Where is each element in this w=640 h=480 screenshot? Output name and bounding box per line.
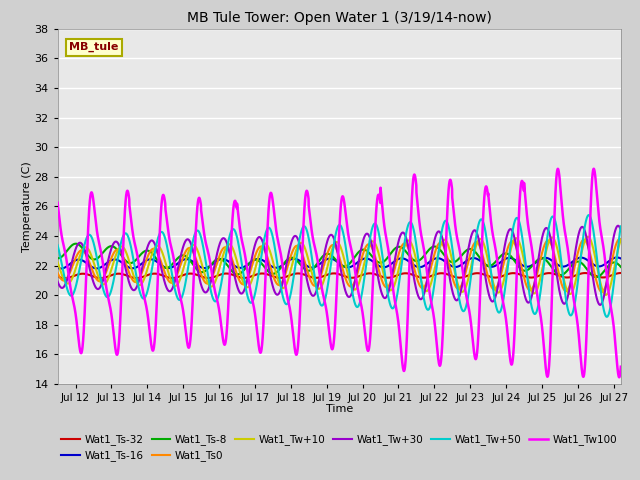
Wat1_Ts0 — [617, 237, 625, 242]
Wat1_Tw+10 — [600, 290, 607, 296]
Wat1_Ts0 — [572, 260, 579, 266]
Wat1_Tw100 — [321, 301, 329, 307]
Wat1_Ts0 — [291, 245, 298, 251]
Wat1_Ts-32 — [572, 273, 579, 278]
Wat1_Tw100 — [617, 364, 625, 370]
Wat1_Tw+10 — [572, 279, 579, 285]
Wat1_Tw+10 — [321, 273, 329, 279]
Wat1_Tw100 — [295, 334, 303, 339]
Line: Wat1_Ts-16: Wat1_Ts-16 — [58, 257, 621, 268]
Wat1_Ts-16 — [617, 255, 625, 261]
Wat1_Tw+50 — [54, 242, 61, 248]
Wat1_Ts-32 — [321, 273, 329, 278]
Wat1_Ts-32 — [61, 276, 68, 281]
Wat1_Tw100 — [572, 307, 579, 312]
Wat1_Tw+30 — [572, 248, 579, 253]
Wat1_Ts0 — [600, 288, 607, 293]
Wat1_Ts-8 — [291, 256, 298, 262]
Wat1_Ts-16 — [295, 257, 303, 263]
Legend: Wat1_Ts-32, Wat1_Ts-16, Wat1_Ts-8, Wat1_Ts0, Wat1_Tw+10, Wat1_Tw+30, Wat1_Tw+50,: Wat1_Ts-32, Wat1_Ts-16, Wat1_Ts-8, Wat1_… — [58, 430, 621, 466]
Wat1_Tw+30 — [600, 295, 607, 300]
Wat1_Ts-8 — [600, 269, 607, 275]
Wat1_Ts-32 — [54, 274, 61, 279]
Wat1_Ts-16 — [291, 256, 298, 262]
Wat1_Ts0 — [54, 270, 61, 276]
Wat1_Ts-8 — [572, 259, 579, 265]
Wat1_Tw+10 — [295, 241, 303, 247]
Wat1_Ts-16 — [613, 254, 621, 260]
Wat1_Tw+10 — [617, 237, 625, 243]
Line: Wat1_Ts0: Wat1_Ts0 — [58, 239, 621, 292]
Line: Wat1_Ts-32: Wat1_Ts-32 — [58, 273, 621, 278]
Wat1_Ts-8 — [592, 274, 600, 280]
Wat1_Tw+10 — [54, 259, 61, 265]
Wat1_Tw+30 — [295, 239, 303, 244]
Wat1_Tw+50 — [585, 212, 593, 218]
Wat1_Tw+30 — [614, 223, 622, 228]
Wat1_Tw100 — [616, 374, 623, 380]
Wat1_Ts-16 — [600, 262, 607, 268]
Wat1_Tw100 — [54, 200, 61, 205]
Y-axis label: Temperature (C): Temperature (C) — [22, 161, 31, 252]
Wat1_Ts-16 — [463, 258, 470, 264]
Wat1_Ts0 — [463, 265, 470, 271]
Wat1_Ts-32 — [617, 270, 625, 276]
Line: Wat1_Tw+30: Wat1_Tw+30 — [58, 226, 621, 305]
Wat1_Tw100 — [600, 246, 607, 252]
Wat1_Tw100 — [590, 166, 598, 172]
Wat1_Ts-8 — [463, 247, 470, 253]
Line: Wat1_Tw+50: Wat1_Tw+50 — [58, 215, 621, 317]
Wat1_Ts-8 — [617, 264, 625, 270]
X-axis label: Time: Time — [326, 405, 353, 414]
Wat1_Tw+30 — [617, 228, 625, 233]
Wat1_Ts0 — [616, 236, 623, 242]
Wat1_Tw+30 — [596, 302, 604, 308]
Wat1_Ts0 — [321, 258, 329, 264]
Text: MB_tule: MB_tule — [69, 42, 118, 52]
Title: MB Tule Tower: Open Water 1 (3/19/14-now): MB Tule Tower: Open Water 1 (3/19/14-now… — [187, 11, 492, 25]
Wat1_Tw+50 — [295, 240, 303, 246]
Wat1_Ts-8 — [72, 241, 79, 247]
Wat1_Ts-32 — [295, 271, 303, 276]
Wat1_Tw+50 — [603, 314, 611, 320]
Wat1_Tw+50 — [463, 301, 470, 307]
Wat1_Tw100 — [463, 295, 470, 301]
Wat1_Ts-16 — [321, 257, 329, 263]
Wat1_Ts0 — [598, 289, 605, 295]
Line: Wat1_Ts-8: Wat1_Ts-8 — [58, 244, 621, 277]
Wat1_Ts-32 — [600, 275, 607, 280]
Wat1_Tw+10 — [291, 254, 298, 260]
Wat1_Tw+50 — [572, 297, 579, 302]
Wat1_Tw+10 — [463, 282, 470, 288]
Wat1_Ts-8 — [295, 260, 303, 265]
Wat1_Ts-8 — [321, 252, 329, 257]
Wat1_Tw+50 — [321, 296, 329, 302]
Wat1_Tw+50 — [600, 306, 607, 312]
Wat1_Tw+10 — [602, 292, 610, 298]
Wat1_Ts-16 — [57, 265, 65, 271]
Wat1_Ts-16 — [54, 265, 61, 271]
Wat1_Tw+10 — [584, 234, 592, 240]
Wat1_Ts-16 — [572, 257, 579, 263]
Wat1_Ts-32 — [291, 271, 298, 277]
Wat1_Tw+30 — [54, 279, 61, 285]
Wat1_Tw+30 — [321, 247, 329, 252]
Wat1_Tw+50 — [617, 224, 625, 229]
Wat1_Ts0 — [295, 244, 303, 250]
Wat1_Ts-32 — [463, 273, 470, 279]
Line: Wat1_Tw+10: Wat1_Tw+10 — [58, 237, 621, 295]
Wat1_Tw+50 — [291, 270, 298, 276]
Wat1_Tw+30 — [291, 233, 298, 239]
Wat1_Ts-8 — [54, 255, 61, 261]
Wat1_Tw+30 — [463, 256, 470, 262]
Wat1_Tw100 — [291, 341, 298, 347]
Line: Wat1_Tw100: Wat1_Tw100 — [58, 169, 621, 377]
